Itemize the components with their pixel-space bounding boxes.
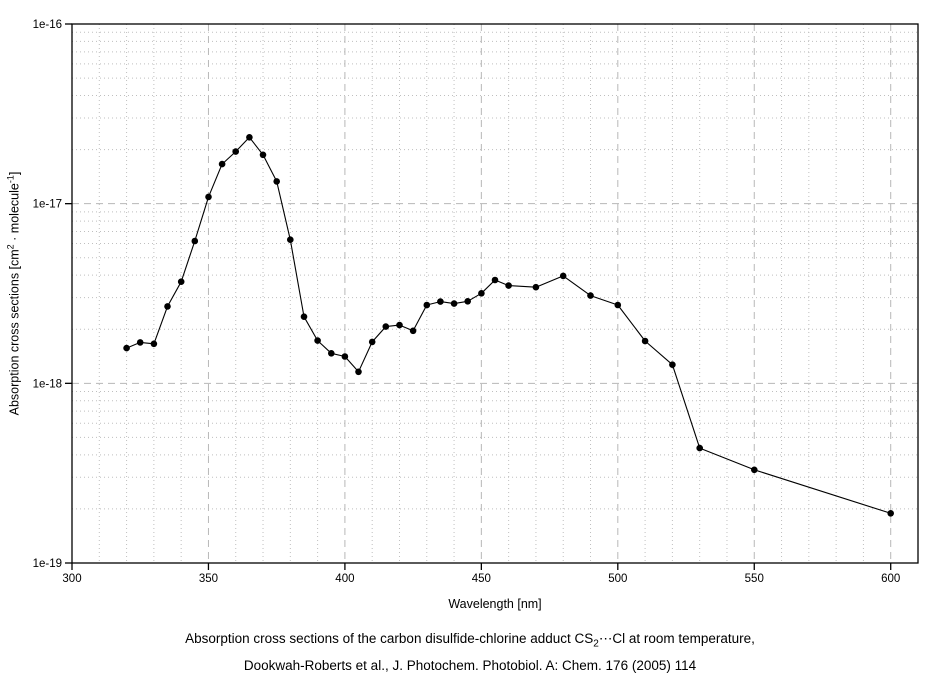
x-tick-label: 350 <box>199 573 218 585</box>
data-point-marker <box>437 298 444 305</box>
caption-text: ⋯Cl at room temperature, <box>598 631 755 646</box>
data-point-marker <box>396 321 403 329</box>
caption-text: Absorption cross sections of the carbon … <box>185 631 594 646</box>
figure-caption: Absorption cross sections of the carbon … <box>0 628 940 674</box>
data-point-marker <box>123 344 130 352</box>
y-axis-title-sup: 2 <box>5 244 16 250</box>
x-tick-label: 400 <box>335 573 354 585</box>
x-tick-label: 500 <box>608 573 627 585</box>
data-point-marker <box>614 301 622 309</box>
plot-frame <box>71 23 919 564</box>
x-tick-label: 450 <box>472 573 491 585</box>
y-axis-title-text: Absorption cross sections [cm <box>7 249 22 416</box>
data-point-marker <box>300 313 308 321</box>
series-line <box>126 136 892 514</box>
data-point-marker <box>314 337 321 344</box>
y-tick-label: 1e-16 <box>33 19 62 31</box>
data-point-marker <box>355 368 362 376</box>
x-tick-label: 300 <box>62 573 81 585</box>
data-point-marker <box>751 466 758 474</box>
data-point-marker <box>559 272 567 280</box>
data-point-marker <box>232 148 239 155</box>
data-point-marker <box>328 350 335 357</box>
data-point-marker <box>382 323 390 330</box>
x-tick-label: 600 <box>881 573 900 585</box>
caption-line-2: Dookwah-Roberts et al., J. Photochem. Ph… <box>243 657 697 673</box>
data-point-marker <box>532 283 540 291</box>
data-point-marker <box>478 290 485 297</box>
y-axis-title-text: · molecule <box>7 183 22 245</box>
data-point-marker <box>191 237 199 245</box>
data-point-marker <box>164 303 171 310</box>
data-point-marker <box>218 160 226 168</box>
y-axis-title: Absorption cross sections [cm2 · molecul… <box>6 24 23 564</box>
y-tick-label: 1e-17 <box>33 199 62 211</box>
x-axis-title: Wavelength [nm] <box>448 597 542 611</box>
caption-line-1: Absorption cross sections of the carbon … <box>0 628 940 655</box>
data-point-marker <box>696 444 703 452</box>
data-point-marker <box>669 361 676 369</box>
data-point-marker <box>259 151 267 159</box>
data-point-marker <box>641 337 649 345</box>
data-point-marker <box>887 510 894 517</box>
data-point-marker <box>491 276 499 284</box>
data-point-marker <box>409 327 417 335</box>
x-tick-label: 550 <box>745 573 764 585</box>
data-point-marker <box>423 301 431 309</box>
data-point-marker <box>464 298 472 305</box>
data-point-marker <box>150 340 158 348</box>
caption-subscript: 2 <box>593 638 599 650</box>
y-tick-label: 1e-19 <box>33 558 62 570</box>
data-point-marker <box>273 178 281 185</box>
y-axis-title-sup: -1 <box>5 175 16 184</box>
data-point-marker <box>450 300 458 307</box>
data-point-marker <box>205 193 212 201</box>
data-point-marker <box>177 278 185 286</box>
data-point-marker <box>287 236 294 243</box>
data-point-marker <box>587 292 594 299</box>
y-axis-title-text: ] <box>7 171 22 176</box>
data-point-marker <box>368 338 376 346</box>
data-point-marker <box>136 339 144 346</box>
data-point-marker <box>505 282 512 289</box>
data-point-marker <box>246 134 253 141</box>
data-point-marker <box>341 353 349 360</box>
spectrum-chart: 300 350 400 450 500 550 600 1e-16 1e-17 1e-18 1e-1… <box>33 19 919 585</box>
y-tick-label: 1e-18 <box>33 378 62 390</box>
